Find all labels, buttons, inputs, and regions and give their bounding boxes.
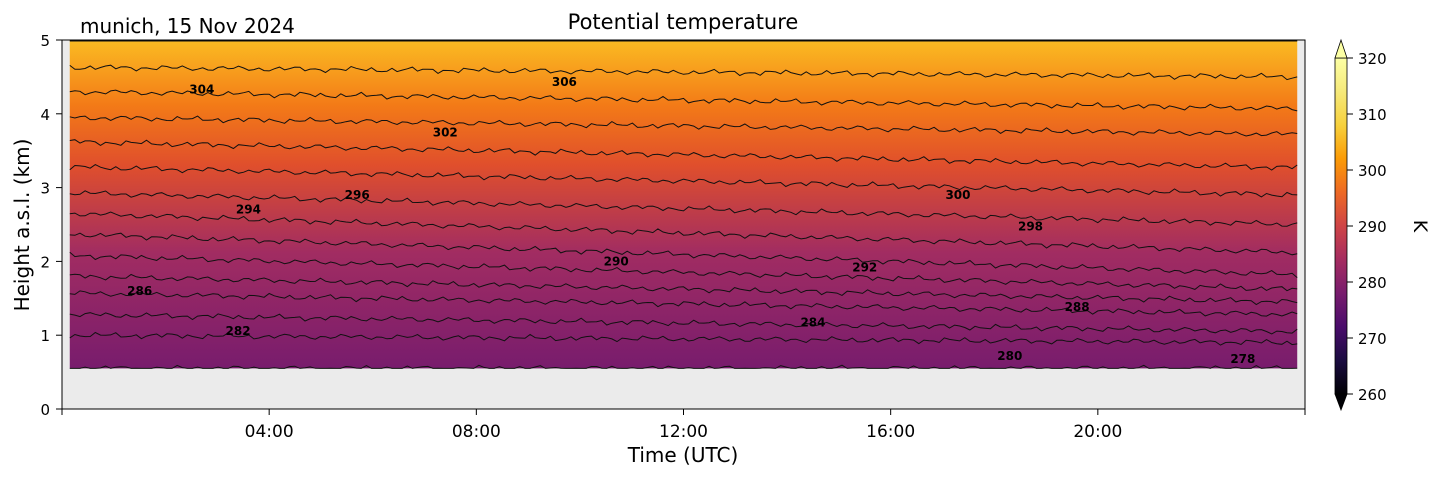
colorbar-tick-label: 310 bbox=[1358, 106, 1387, 124]
colorbar-tick-label: 300 bbox=[1358, 162, 1387, 180]
location-date-annotation: munich, 15 Nov 2024 bbox=[80, 14, 295, 38]
y-tick-label: 0 bbox=[40, 401, 50, 419]
contour-line-280 bbox=[69, 364, 1298, 369]
colorbar-tick-label: 280 bbox=[1358, 274, 1387, 292]
y-tick-label: 5 bbox=[40, 32, 50, 50]
contour-line-292 bbox=[69, 232, 1298, 278]
colorbar-tick-label: 320 bbox=[1358, 50, 1387, 68]
contour-label-290: 290 bbox=[604, 254, 629, 268]
colorbar-extend-max bbox=[1334, 38, 1348, 59]
contour-label-294: 294 bbox=[236, 203, 261, 217]
x-axis-label: Time (UTC) bbox=[627, 443, 739, 467]
contour-line-282 bbox=[69, 331, 1298, 346]
y-tick-label: 3 bbox=[40, 180, 50, 198]
contour-label-306: 306 bbox=[552, 75, 577, 89]
contour-label-302: 302 bbox=[433, 125, 458, 139]
contour-label-278: 278 bbox=[1230, 352, 1255, 366]
colorbar-tick-label: 290 bbox=[1358, 218, 1387, 236]
y-tick-label: 4 bbox=[40, 106, 50, 124]
chart-title: Potential temperature bbox=[568, 10, 799, 34]
contour-line-298 bbox=[69, 164, 1298, 198]
contour-label-284: 284 bbox=[800, 316, 825, 330]
colorbar-tick-label: 260 bbox=[1358, 386, 1387, 404]
contour-lines bbox=[69, 40, 1298, 369]
colorbar-ticks: 260 270 280 290 300 310 320 bbox=[1347, 50, 1387, 404]
colorbar-tick-label: 270 bbox=[1358, 330, 1387, 348]
contour-line-300 bbox=[69, 139, 1298, 171]
contour-label-288: 288 bbox=[1065, 300, 1090, 314]
contour-line-294 bbox=[69, 211, 1298, 256]
contour-label-296: 296 bbox=[345, 188, 370, 202]
contour-labels: 304 306 302 300 296 294 298 290 292 286 288 284 282 2… bbox=[127, 75, 1255, 366]
x-tick-label: 12:00 bbox=[659, 422, 708, 442]
contour-label-292: 292 bbox=[852, 260, 877, 274]
x-tick-label: 04:00 bbox=[245, 422, 294, 442]
contour-line-302 bbox=[69, 115, 1298, 137]
x-axis-ticks: 04:00 08:00 12:00 16:00 20:00 bbox=[61, 409, 1306, 442]
contour-label-300: 300 bbox=[945, 188, 970, 202]
y-axis-label: Height a.s.l. (km) bbox=[10, 139, 34, 312]
x-tick-label: 16:00 bbox=[866, 422, 915, 442]
colorbar-extend-min bbox=[1334, 393, 1348, 412]
contour-label-304: 304 bbox=[189, 82, 214, 96]
contour-label-282: 282 bbox=[226, 324, 251, 338]
contour-line-296 bbox=[69, 190, 1298, 227]
contour-label-280: 280 bbox=[997, 349, 1022, 363]
x-tick-label: 20:00 bbox=[1073, 422, 1122, 442]
contour-line-306 bbox=[69, 64, 1298, 81]
contour-line-286 bbox=[69, 290, 1298, 317]
contour-label-298: 298 bbox=[1018, 220, 1043, 234]
x-tick-label: 08:00 bbox=[452, 422, 501, 442]
contour-label-286: 286 bbox=[127, 284, 152, 298]
contour-line-304 bbox=[69, 89, 1298, 112]
colorbar-label: K bbox=[1409, 220, 1429, 233]
y-tick-label: 2 bbox=[40, 253, 50, 271]
contour-line-288 bbox=[69, 273, 1298, 306]
y-tick-label: 1 bbox=[40, 327, 50, 345]
y-axis-ticks: 0 1 2 3 4 5 bbox=[40, 32, 62, 419]
contour-line-284 bbox=[69, 312, 1298, 335]
colorbar bbox=[1334, 57, 1348, 395]
contour-line-290 bbox=[69, 251, 1298, 292]
